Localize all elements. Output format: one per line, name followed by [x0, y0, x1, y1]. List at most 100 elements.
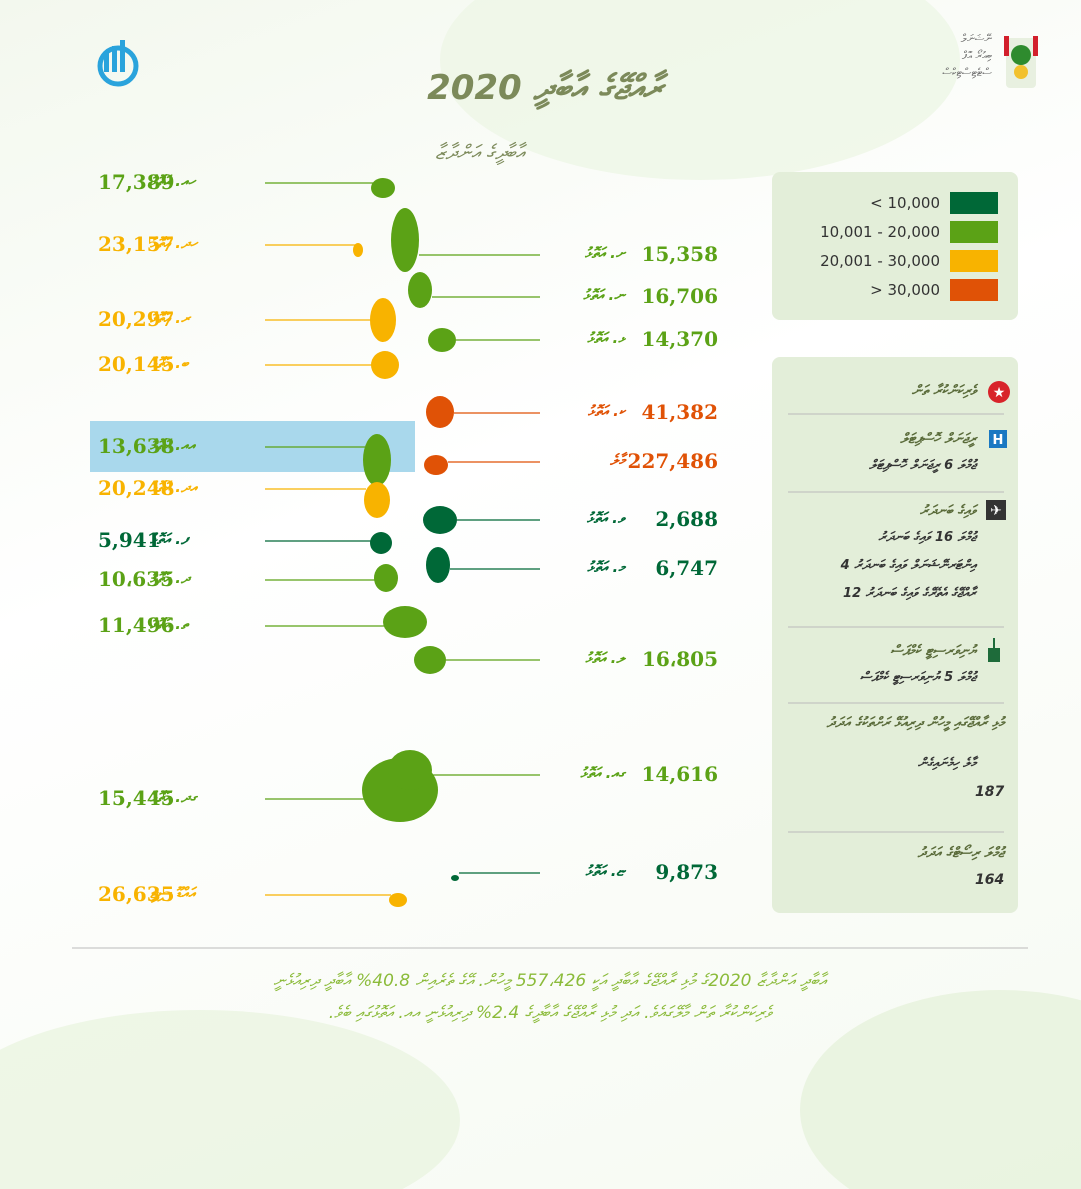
population: 15,358	[641, 242, 718, 266]
footer-line: އާބާދީ އަންދާޒާ 2020ގެ މުޅި ރާއްޖޭގެ އާބ…	[273, 971, 827, 991]
key-icon: ✈	[986, 500, 1006, 520]
atoll-shape	[370, 532, 392, 554]
key-icon: H	[989, 430, 1007, 448]
population: 41,382	[641, 400, 718, 424]
key-title: ވެރިކަންކުރާ ތަން	[911, 383, 976, 399]
agency-line: ނޭޝަނަލް	[960, 32, 992, 45]
legend-label: 20,001 - 30,000	[820, 252, 940, 270]
key-title: ވައިގެ ބަނދަރު	[919, 503, 976, 519]
population: 23,157	[98, 232, 175, 256]
key-separators	[788, 413, 1004, 833]
key-line: 187	[975, 784, 1005, 800]
key-line: ޖުމްލަ 6 ރީޖަނަލް ހޮސްޕިޓަލް	[869, 458, 976, 473]
atoll-shape	[370, 298, 396, 342]
atoll-name: އައްޑޫ ސިޓީ	[150, 884, 196, 902]
agency-line: ބިއުރޯ އޮފް	[961, 49, 992, 62]
population: 17,389	[98, 170, 175, 194]
legend-swatch	[950, 250, 998, 272]
footer: އާބާދީ އަންދާޒާ 2020ގެ މުޅި ރާއްޖޭގެ އާބ…	[80, 965, 1020, 1029]
population: 20,145	[98, 352, 175, 376]
leaf-decor	[800, 990, 1081, 1189]
atoll-name: އއ. އަތޮޅު	[150, 436, 196, 454]
population: 20,248	[98, 476, 175, 500]
atoll-name: ރ. އަތޮޅު	[150, 309, 190, 327]
atoll-name: ފ. އަތޮޅު	[150, 530, 189, 548]
population: 16،805	[641, 647, 718, 671]
atoll-shape	[414, 646, 446, 674]
key-title: މުޅި ރާއްޖޭގައި މީހުން ދިރިއުޅޭ ރަށްތަކު…	[826, 715, 1004, 731]
key-box	[772, 357, 1018, 913]
logo	[97, 40, 139, 87]
key-line: ޖުމްލަ 16 ވައިގެ ބަނދަރު	[878, 530, 976, 545]
population: 6,747	[655, 556, 718, 580]
key-title: ޖުމްލަ ރިސޯޓްގެ އަދަދު	[917, 845, 1004, 861]
population: 5,941	[98, 528, 161, 552]
population: 16,706	[641, 284, 718, 308]
population: 15,445	[98, 786, 175, 810]
atoll-shape	[353, 243, 363, 257]
atoll-name: ގދ. އަތޮޅު	[150, 788, 197, 806]
agency: ނޭޝަނަލް ބިއުރޯ އޮފް ސްޓެޓިސްޓިކްސް	[870, 30, 992, 81]
legend-swatch	[950, 279, 998, 301]
atoll-shape	[424, 455, 448, 475]
footer-line: ވެރިކަންކުރާ ތަން މާލޭގައެވެ. އަދި މުޅި …	[328, 1003, 772, 1023]
atoll-name: ހއ. އަތޮޅު	[150, 172, 196, 190]
atoll-shape	[451, 875, 459, 881]
population: 13,638	[98, 434, 175, 458]
atoll-shape	[423, 506, 457, 534]
bg-wash	[440, 0, 960, 180]
population: 14,370	[641, 327, 718, 351]
key-line: 164	[975, 872, 1005, 888]
atoll-name: ށ. އަތޮޅު	[584, 244, 625, 262]
legend-label: > 30,000	[870, 281, 940, 299]
atoll-shape	[426, 547, 450, 583]
population: 20,297	[98, 307, 175, 331]
atoll-shape	[371, 351, 399, 379]
atoll-name: ޏ. އަތޮޅު	[585, 862, 625, 880]
atoll-shape	[426, 396, 454, 428]
key-line: މާލެ ހިމެނައިގެން	[917, 756, 976, 771]
atoll-name: މާލެ	[610, 451, 625, 469]
atoll-name: ދ. އަތޮޅު	[150, 569, 191, 587]
leaf-decor	[0, 1010, 460, 1189]
population: 2,688	[655, 507, 718, 531]
atoll-name: މ. އަތޮޅު	[587, 558, 625, 576]
subtitle: އާބާދީގެ އަންދާޒާ	[435, 140, 525, 164]
atoll-name: ޅ. އަތޮޅު	[587, 329, 625, 347]
atoll-shape	[364, 482, 390, 518]
atoll-shape	[408, 272, 432, 308]
atoll-name: ތ. އަތޮޅު	[150, 615, 189, 633]
atoll-shape	[371, 178, 395, 198]
population: 10،635	[98, 567, 175, 591]
svg-text:H: H	[993, 433, 1004, 448]
legend-label: < 10,000	[870, 194, 940, 212]
legend-label: 10,001 - 20,000	[820, 223, 940, 241]
svg-text:★: ★	[993, 385, 1006, 401]
key-line: އިންޓަރނޭޝަނަލް ވައިގެ ބަނދަރު 4	[840, 558, 976, 573]
emblem	[1004, 36, 1038, 88]
key-icon	[988, 638, 1000, 662]
atoll-name: ކ. އަތޮޅު	[587, 402, 625, 420]
atoll-shape	[389, 893, 407, 907]
atoll-name: ގއ. އަތޮޅު	[580, 764, 625, 782]
atoll-name: ނ. އަތޮޅު	[583, 286, 625, 304]
atoll-shape	[374, 564, 398, 592]
atoll-name: އދ. އަތޮޅު	[150, 478, 198, 496]
population: 26,635	[98, 882, 175, 906]
atoll-name: ވ. އަތޮޅު	[586, 509, 625, 527]
atoll-name: ލ. އަތޮޅު	[585, 649, 625, 667]
atoll-shape	[391, 208, 419, 272]
title: ރާއްޖޭގެ އާބާދީ 2020	[427, 68, 663, 108]
key-title: ޔުނިވަރސިޓީ ކެމްޕަސް	[890, 643, 976, 659]
legend-swatch	[950, 221, 998, 243]
key-line: ރާއްޖޭގެ އެތެރޭގެ ވައިގެ ބަނދަރު 12	[843, 586, 976, 601]
population: 227,486	[627, 449, 718, 473]
key-icon: ★	[988, 381, 1010, 403]
key-line: ޖުމްލަ 5 ޔުނިވަރސިޓީ ކެމްޕަސް	[860, 670, 976, 685]
svg-text:✈: ✈	[990, 503, 1002, 519]
atoll-name: ބ. އަތޮޅު	[150, 354, 189, 372]
population: 11,496	[98, 613, 175, 637]
agency-line: ސްޓެޓިސްޓިކްސް	[942, 66, 992, 79]
legend-swatch	[950, 192, 998, 214]
